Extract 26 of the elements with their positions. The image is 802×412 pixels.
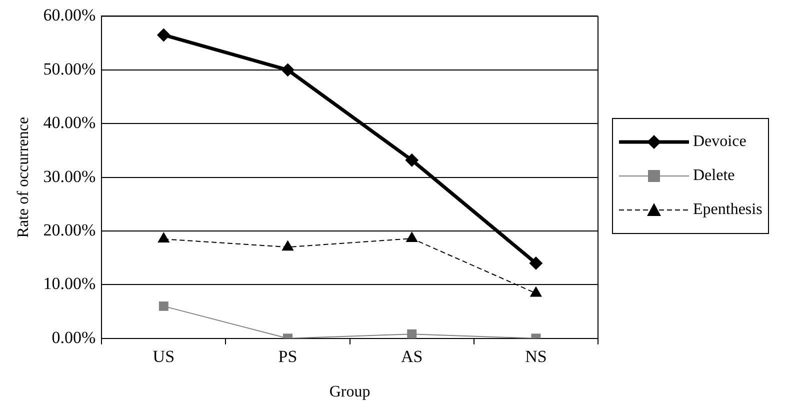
legend-label: Delete [693, 167, 735, 185]
y-tick-label: 50.00% [43, 59, 96, 78]
point [158, 232, 170, 243]
y-tick-label: 60.00% [43, 6, 96, 25]
legend-label: Devoice [693, 133, 746, 151]
x-tick-label: US [152, 347, 175, 366]
point [405, 154, 418, 167]
point [157, 28, 170, 42]
point [530, 286, 542, 297]
y-tick-label: 40.00% [43, 113, 96, 132]
point [282, 240, 294, 251]
x-tick-label: PS [278, 347, 298, 366]
x-axis-title: Group [329, 384, 370, 401]
point [529, 256, 542, 270]
y-tick-label: 20.00% [43, 220, 96, 240]
point [407, 329, 417, 338]
y-axis-title: Rate of occurrence [14, 116, 32, 238]
y-tick-label: 0.00% [52, 328, 96, 347]
point [158, 301, 168, 311]
point [406, 232, 418, 242]
y-tick-label: 10.00% [43, 274, 96, 294]
x-tick-label: NS [525, 347, 547, 366]
y-tick-label: 30.00% [43, 166, 96, 186]
legend-label: Epenthesis [693, 201, 762, 219]
point [281, 63, 294, 76]
x-tick-label: AS [400, 347, 423, 366]
